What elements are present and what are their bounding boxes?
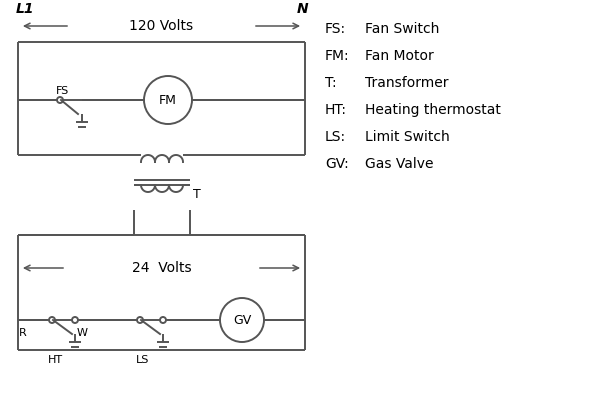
Text: FM:: FM: <box>325 49 350 63</box>
Text: HT:: HT: <box>325 103 347 117</box>
Text: Heating thermostat: Heating thermostat <box>365 103 501 117</box>
Text: T: T <box>193 188 201 202</box>
Circle shape <box>137 317 143 323</box>
Text: T:: T: <box>325 76 337 90</box>
Text: Limit Switch: Limit Switch <box>365 130 450 144</box>
Circle shape <box>144 76 192 124</box>
Text: HT: HT <box>48 355 63 365</box>
Text: Fan Motor: Fan Motor <box>365 49 434 63</box>
Text: L1: L1 <box>16 2 34 16</box>
Circle shape <box>72 317 78 323</box>
Circle shape <box>220 298 264 342</box>
Text: Transformer: Transformer <box>365 76 448 90</box>
Text: GV:: GV: <box>325 157 349 171</box>
Circle shape <box>57 97 63 103</box>
Circle shape <box>160 317 166 323</box>
Text: FS:: FS: <box>325 22 346 36</box>
Text: Gas Valve: Gas Valve <box>365 157 434 171</box>
Text: FS: FS <box>56 86 69 96</box>
Text: 24  Volts: 24 Volts <box>132 261 191 275</box>
Text: LS: LS <box>136 355 149 365</box>
Text: GV: GV <box>233 314 251 326</box>
Text: R: R <box>19 328 27 338</box>
Text: Fan Switch: Fan Switch <box>365 22 440 36</box>
Text: FM: FM <box>159 94 177 106</box>
Text: 120 Volts: 120 Volts <box>129 19 194 33</box>
Text: LS:: LS: <box>325 130 346 144</box>
Circle shape <box>49 317 55 323</box>
Text: W: W <box>77 328 88 338</box>
Text: N: N <box>297 2 309 16</box>
